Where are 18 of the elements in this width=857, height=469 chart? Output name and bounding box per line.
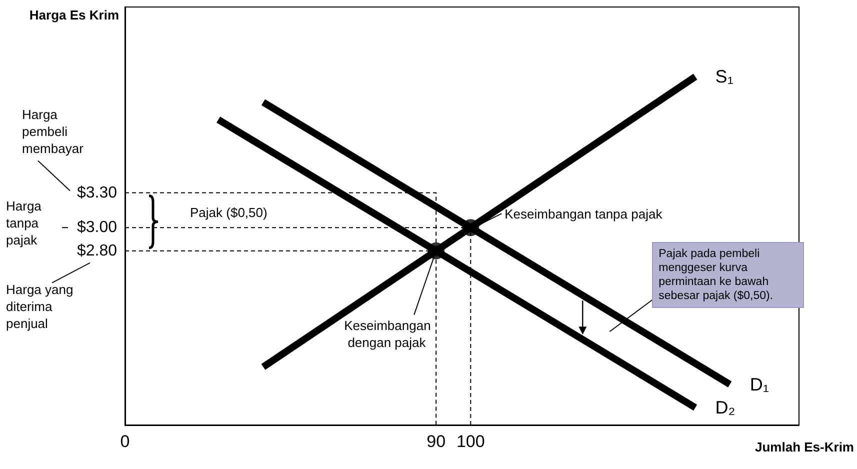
annotation: Pajak ($0,50) — [190, 204, 268, 220]
text: Harga yang diterima penjual — [6, 282, 77, 331]
note-box: Pajak pada pembeli menggeser kurva permintaan ke bawah sebesar pajak ($0,50). — [652, 242, 804, 308]
annotation: Keseimbangan tanpa pajak — [504, 206, 663, 222]
text: Harga pembeli membayar — [22, 106, 84, 156]
annotation: Keseimbangan dengan pajak — [344, 318, 431, 350]
text: Harga tanpa pajak — [6, 198, 46, 248]
x-tick-label: 90 — [426, 432, 446, 451]
series-label: S₁ — [715, 66, 734, 87]
y-axis-title: Harga Es Krim — [29, 8, 119, 22]
y-tick-label: $3.30 — [76, 184, 118, 202]
series-label: D₁ — [750, 374, 769, 394]
x-axis-title: Jumlah Es-Krim — [755, 440, 854, 454]
series-label: D₂ — [715, 398, 736, 418]
x-tick-label: 0 — [120, 432, 130, 451]
x-tick-label: 100 — [456, 432, 485, 451]
y-tick-label: $3.00 — [76, 219, 118, 236]
y-tick-label: $2.80 — [76, 242, 118, 260]
